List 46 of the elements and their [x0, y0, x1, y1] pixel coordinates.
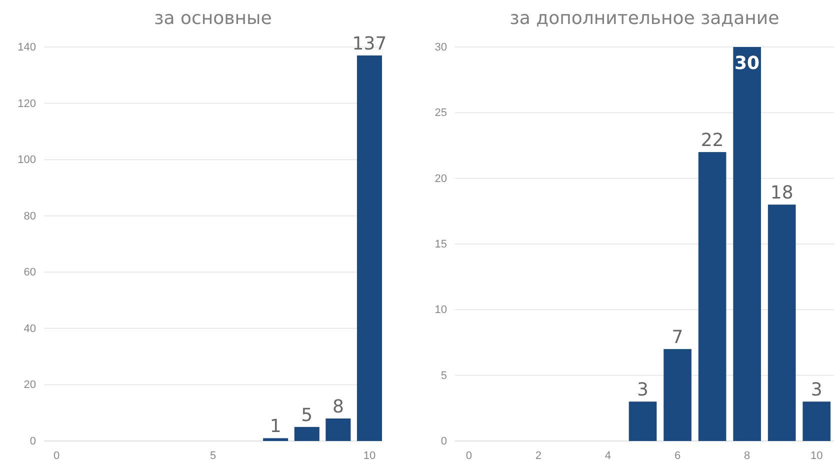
- y-tick-label: 5: [440, 370, 447, 382]
- y-tick-label: 140: [18, 42, 36, 54]
- y-tick-label: 30: [434, 42, 447, 54]
- bar: [326, 418, 351, 441]
- bar: [628, 402, 657, 441]
- chart-title: за основные: [154, 8, 272, 29]
- data-label: 22: [700, 130, 724, 152]
- y-tick-label: 0: [30, 436, 36, 448]
- data-label: 18: [770, 182, 794, 204]
- y-tick-label: 80: [24, 210, 36, 222]
- bar: [733, 47, 761, 441]
- y-tick-label: 120: [18, 98, 36, 110]
- y-tick-label: 10: [434, 304, 447, 316]
- data-label: 3: [637, 380, 648, 401]
- x-tick-label: 6: [674, 450, 681, 462]
- y-tick-label: 0: [440, 436, 447, 448]
- x-tick-label: 4: [604, 450, 612, 462]
- x-tick-label: 10: [810, 450, 823, 462]
- y-tick-label: 100: [18, 154, 36, 166]
- bar: [664, 349, 692, 441]
- bar: [802, 402, 831, 441]
- x-tick-label: 8: [744, 450, 750, 462]
- y-tick-label: 60: [24, 266, 36, 279]
- x-tick-label: 0: [466, 450, 472, 462]
- bar: [294, 426, 320, 441]
- data-label: 7: [672, 327, 684, 348]
- y-tick-label: 40: [24, 322, 36, 335]
- x-tick-label: 2: [535, 450, 542, 462]
- data-label: 1: [270, 416, 282, 438]
- x-tick-label: 5: [210, 450, 216, 462]
- data-label: 8: [332, 396, 344, 418]
- y-tick-label: 20: [24, 379, 36, 392]
- bar: [263, 438, 288, 441]
- chart-title: за дополнительное задание: [510, 8, 780, 29]
- bar: [356, 55, 382, 441]
- data-label: 3: [810, 380, 822, 401]
- x-tick-label: 10: [363, 450, 376, 462]
- bar: [698, 152, 726, 441]
- bar: [768, 204, 796, 441]
- data-label: 5: [301, 404, 313, 426]
- y-tick-label: 25: [434, 107, 447, 120]
- y-tick-label: 20: [434, 172, 447, 185]
- data-label: 30: [734, 53, 760, 74]
- y-tick-label: 15: [434, 238, 447, 251]
- x-tick-label: 0: [53, 450, 60, 462]
- data-label: 137: [352, 33, 387, 54]
